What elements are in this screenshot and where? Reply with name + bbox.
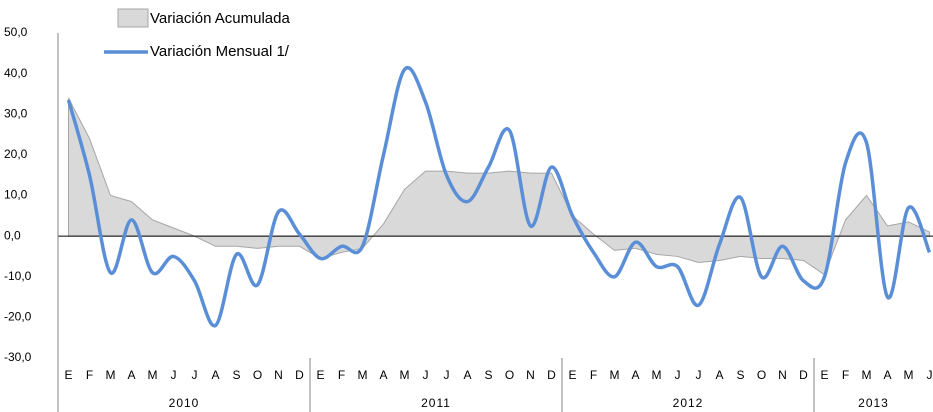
x-tick-label: N — [778, 368, 787, 382]
y-tick-label: 10,0 — [4, 188, 28, 202]
x-tick-label: M — [148, 368, 158, 382]
x-tick-label: J — [171, 368, 177, 382]
area — [68, 97, 930, 276]
x-tick-label: S — [232, 368, 240, 382]
x-tick-label: A — [463, 368, 471, 382]
x-tick-label: M — [652, 368, 662, 382]
y-tick-label: 30,0 — [4, 106, 28, 120]
x-tick-label: M — [904, 368, 914, 382]
x-tick-label: N — [274, 368, 283, 382]
x-tick-label: A — [883, 368, 891, 382]
x-tick-label: J — [444, 368, 450, 382]
x-tick-label: J — [192, 368, 198, 382]
x-tick-label: A — [127, 368, 135, 382]
x-tick-label: E — [64, 368, 72, 382]
x-tick-label: F — [590, 368, 597, 382]
x-tick-label: D — [547, 368, 556, 382]
x-tick-label: F — [86, 368, 93, 382]
x-tick-label: D — [799, 368, 808, 382]
x-tick-label: E — [568, 368, 576, 382]
y-tick-label: 50,0 — [4, 25, 28, 39]
legend-label: Variación Mensual 1/ — [150, 43, 290, 60]
x-tick-label: A — [211, 368, 219, 382]
x-tick-label: E — [316, 368, 324, 382]
y-tick-label: 40,0 — [4, 66, 28, 80]
y-tick-label: -30,0 — [4, 350, 32, 364]
x-tick-label: O — [253, 368, 262, 382]
x-tick-label: J — [675, 368, 681, 382]
legend-label: Variación Acumulada — [150, 10, 290, 27]
x-tick-label: S — [736, 368, 744, 382]
year-label: 2011 — [421, 396, 451, 410]
x-tick-label: O — [757, 368, 766, 382]
x-tick-label: J — [927, 368, 933, 382]
x-tick-label: A — [715, 368, 723, 382]
year-label: 2012 — [673, 396, 704, 410]
x-tick-label: A — [379, 368, 387, 382]
x-tick-label: J — [423, 368, 429, 382]
year-label: 2013 — [858, 396, 889, 410]
x-tick-label: M — [358, 368, 368, 382]
y-tick-label: -10,0 — [4, 269, 32, 283]
year-label: 2010 — [169, 396, 200, 410]
x-tick-label: D — [295, 368, 304, 382]
legend-swatch — [117, 8, 149, 28]
y-tick-label: 20,0 — [4, 147, 28, 161]
x-tick-label: F — [842, 368, 849, 382]
x-tick-label: A — [631, 368, 639, 382]
x-tick-label: J — [696, 368, 702, 382]
x-tick-label: M — [106, 368, 116, 382]
x-tick-label: O — [505, 368, 514, 382]
x-tick-label: M — [400, 368, 410, 382]
line — [66, 65, 932, 328]
y-tick-label: 0,0 — [4, 228, 21, 242]
x-tick-label: F — [338, 368, 345, 382]
x-tick-label: M — [610, 368, 620, 382]
x-tick-label: E — [820, 368, 828, 382]
x-tick-label: M — [862, 368, 872, 382]
x-tick-label: S — [484, 368, 492, 382]
x-tick-label: N — [526, 368, 535, 382]
y-tick-label: -20,0 — [4, 310, 32, 324]
